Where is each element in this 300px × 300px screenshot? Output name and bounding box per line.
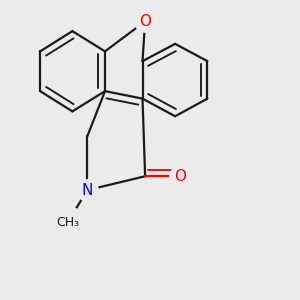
Text: N: N: [82, 183, 93, 198]
Text: O: O: [174, 169, 186, 184]
Text: CH₃: CH₃: [56, 216, 79, 229]
Text: O: O: [139, 14, 151, 29]
